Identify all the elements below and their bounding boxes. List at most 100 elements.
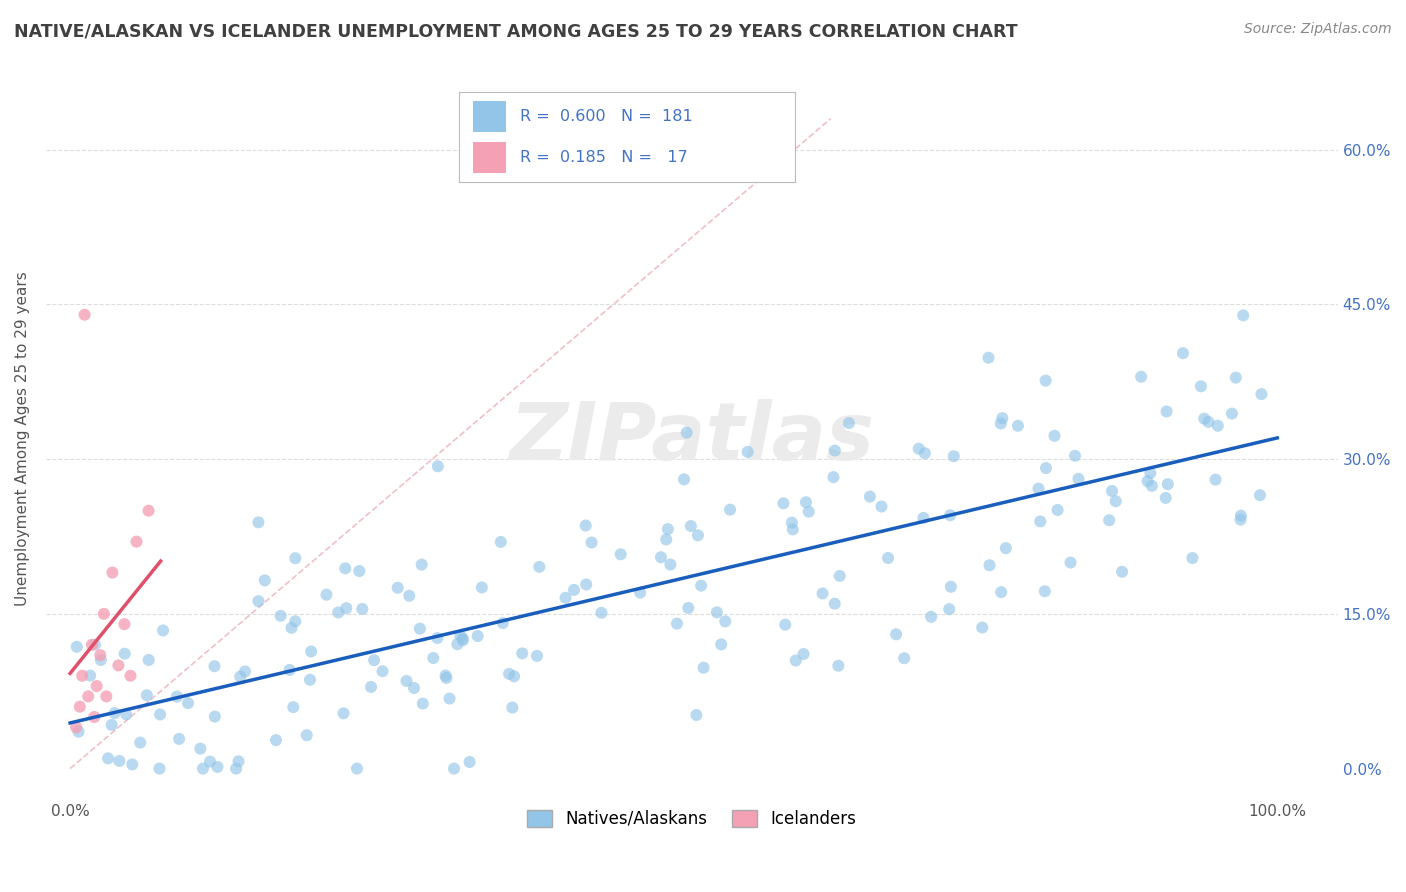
- Point: [1035, 374, 1057, 388]
- Point: [1105, 494, 1128, 508]
- Point: [991, 411, 1014, 425]
- Point: [1043, 429, 1066, 443]
- Point: [148, 762, 170, 776]
- Point: [204, 709, 226, 723]
- Point: [673, 472, 696, 486]
- Point: [659, 558, 682, 572]
- Point: [86, 679, 108, 693]
- Point: [907, 442, 929, 456]
- Point: [1157, 477, 1180, 491]
- Point: [554, 591, 576, 605]
- Point: [166, 690, 188, 704]
- Point: [575, 577, 598, 591]
- Point: [575, 518, 598, 533]
- Point: [972, 620, 994, 634]
- Point: [811, 586, 834, 600]
- Point: [409, 622, 432, 636]
- Point: [893, 651, 915, 665]
- Point: [827, 658, 849, 673]
- Point: [685, 708, 707, 723]
- Point: [108, 754, 131, 768]
- Point: [229, 669, 252, 683]
- Point: [467, 629, 489, 643]
- Point: [443, 762, 465, 776]
- Point: [824, 597, 846, 611]
- Point: [264, 733, 287, 747]
- Point: [710, 637, 733, 651]
- Point: [411, 558, 433, 572]
- Point: [434, 668, 457, 682]
- Point: [938, 602, 960, 616]
- Point: [780, 516, 803, 530]
- Point: [439, 691, 461, 706]
- Point: [363, 653, 385, 667]
- Point: [706, 605, 728, 619]
- Point: [1098, 513, 1121, 527]
- Point: [492, 615, 515, 630]
- Point: [96, 690, 118, 704]
- Point: [93, 607, 115, 621]
- Point: [97, 751, 120, 765]
- Point: [426, 459, 449, 474]
- Point: [785, 654, 807, 668]
- Point: [446, 637, 468, 651]
- Point: [686, 528, 709, 542]
- Point: [1156, 404, 1178, 418]
- Point: [501, 700, 523, 714]
- Point: [315, 588, 337, 602]
- Point: [1007, 418, 1029, 433]
- Point: [665, 616, 688, 631]
- Point: [138, 504, 160, 518]
- Point: [1067, 472, 1090, 486]
- Point: [204, 659, 226, 673]
- Point: [718, 502, 741, 516]
- Point: [398, 589, 420, 603]
- Point: [328, 606, 350, 620]
- Point: [609, 547, 631, 561]
- Point: [775, 617, 797, 632]
- Point: [1232, 309, 1254, 323]
- Point: [1111, 565, 1133, 579]
- Point: [1194, 411, 1216, 425]
- Point: [581, 535, 603, 549]
- Point: [1033, 584, 1056, 599]
- Point: [650, 550, 672, 565]
- Point: [1205, 473, 1227, 487]
- Point: [824, 443, 846, 458]
- Point: [65, 720, 87, 734]
- Point: [679, 519, 702, 533]
- Point: [426, 631, 449, 645]
- Point: [657, 522, 679, 536]
- Point: [352, 602, 374, 616]
- Point: [529, 560, 551, 574]
- Point: [83, 710, 105, 724]
- Point: [503, 669, 526, 683]
- Point: [114, 647, 136, 661]
- Point: [100, 718, 122, 732]
- Point: [458, 755, 481, 769]
- Point: [942, 449, 965, 463]
- Point: [737, 445, 759, 459]
- Point: [1059, 556, 1081, 570]
- Point: [714, 615, 737, 629]
- Point: [228, 755, 250, 769]
- Point: [939, 508, 962, 523]
- Point: [939, 580, 962, 594]
- Point: [225, 762, 247, 776]
- Point: [1035, 461, 1057, 475]
- Point: [1181, 551, 1204, 566]
- Point: [167, 731, 190, 746]
- Point: [402, 681, 425, 695]
- Point: [990, 417, 1012, 431]
- Point: [1130, 369, 1153, 384]
- Point: [628, 585, 651, 599]
- Point: [121, 757, 143, 772]
- Point: [247, 516, 270, 530]
- Point: [1189, 379, 1212, 393]
- Point: [692, 660, 714, 674]
- Point: [794, 495, 817, 509]
- Point: [247, 594, 270, 608]
- Point: [1230, 508, 1253, 523]
- Point: [371, 664, 394, 678]
- Point: [120, 669, 142, 683]
